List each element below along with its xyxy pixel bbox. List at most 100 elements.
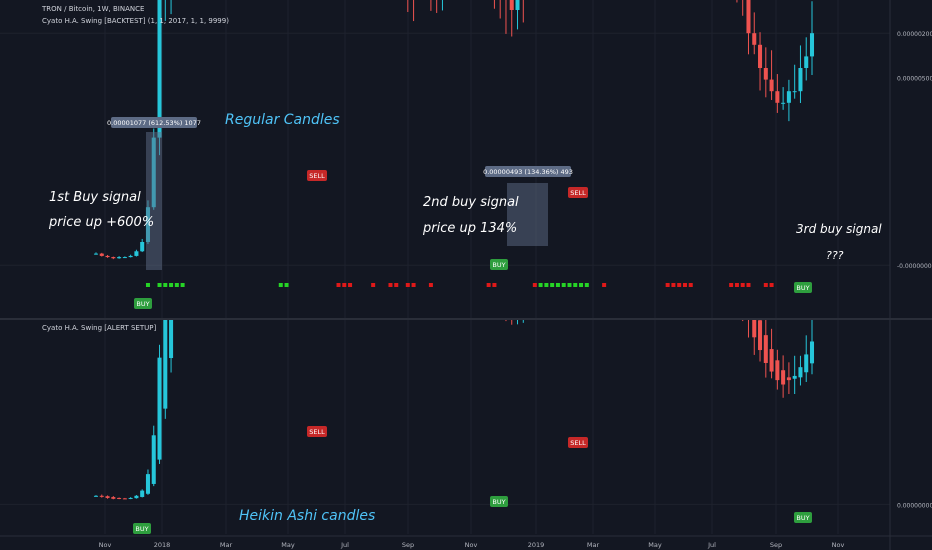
signal-dot-green xyxy=(174,283,179,287)
x-tick-label: Mar xyxy=(220,541,233,549)
candle xyxy=(758,44,763,68)
y-tick-label: -0.00000000 xyxy=(897,263,932,270)
candle xyxy=(809,33,815,57)
sell-badge-bg xyxy=(568,437,588,448)
signal-dot-green xyxy=(579,283,584,287)
sell-badge-bg xyxy=(307,426,327,437)
buy-badge-bg xyxy=(134,298,152,309)
signal-dot-green xyxy=(544,283,549,287)
ha-candle xyxy=(122,498,127,500)
buy-badge-bg xyxy=(490,496,508,507)
signal-dot-red xyxy=(740,283,745,287)
buy-badge: BUY xyxy=(136,300,149,308)
ha-candle xyxy=(798,367,803,378)
annotation-regular: Regular Candles xyxy=(225,112,340,128)
signal-dot-red xyxy=(671,283,676,287)
candle xyxy=(804,56,809,68)
signal-dot-red xyxy=(486,283,491,287)
ha-candle xyxy=(804,354,809,373)
annotation-third-buy: 3rd buy signal xyxy=(796,222,882,236)
signal-dot-red xyxy=(342,283,347,287)
indicator-title-top: Cyato H.A. Swing [BACKTEST] (1, 1, 2017,… xyxy=(42,17,229,25)
candle xyxy=(781,102,786,104)
x-tick-label: 2019 xyxy=(528,541,545,549)
candle xyxy=(752,33,757,45)
range-label-2: 0.00000493 (134.36%) 493 xyxy=(483,168,573,176)
ha-candle xyxy=(809,341,815,364)
candle xyxy=(140,242,145,252)
indicator-title-bottom: Cyato H.A. Swing [ALERT SETUP] xyxy=(42,324,157,332)
range-box-1 xyxy=(146,132,162,270)
ha-candle xyxy=(105,496,110,498)
regular-candles-pane[interactable]: 0.00001077 (612.53%) 1077 0.00000493 (134… xyxy=(0,0,890,318)
signal-dot-red xyxy=(428,283,433,287)
signal-dot-red xyxy=(371,283,376,287)
x-tick-label: Jul xyxy=(707,541,716,549)
signal-dot-red xyxy=(411,283,416,287)
signal-dot-red xyxy=(769,283,774,287)
candle xyxy=(111,257,116,259)
sell-badge: SELL xyxy=(570,189,586,197)
signal-dot-green xyxy=(573,283,578,287)
annotation-second-buy-gain: price up 134% xyxy=(422,221,517,236)
range-label-1-bg xyxy=(111,117,197,128)
signal-dot-green xyxy=(284,283,289,287)
ha-candle xyxy=(769,349,774,372)
sell-badge: SELL xyxy=(309,428,325,436)
signal-dot-red xyxy=(734,283,739,287)
signal-dot-red xyxy=(665,283,670,287)
ha-candle xyxy=(140,490,145,497)
candle xyxy=(509,0,514,11)
annotation-third-buy-q: ??? xyxy=(826,249,844,262)
signal-dot-green xyxy=(157,283,162,287)
buy-badge: BUY xyxy=(492,261,505,269)
y-tick-label: 0.00000000 xyxy=(897,502,932,509)
buy-badge: BUY xyxy=(135,525,148,533)
y-tick-label: 0.00000200 xyxy=(897,31,932,38)
signal-dot-green xyxy=(169,283,174,287)
symbol-title: TRON / Bitcoin, 1W, BINANCE xyxy=(42,5,145,13)
candle xyxy=(134,251,139,256)
signal-dot-red xyxy=(763,283,768,287)
buy-badge-bg xyxy=(133,523,151,534)
signal-dot-red xyxy=(677,283,682,287)
annotation-first-buy-gain: price up +600% xyxy=(48,215,154,230)
range-box-2 xyxy=(507,183,548,246)
ha-candle xyxy=(163,307,168,409)
ha-candle xyxy=(117,497,122,499)
ha-candle xyxy=(111,497,116,499)
candle xyxy=(786,91,791,103)
candle xyxy=(769,79,774,92)
ha-candle xyxy=(128,497,133,499)
x-tick-label: May xyxy=(281,541,295,549)
signal-dot-red xyxy=(348,283,353,287)
signal-dot-red xyxy=(746,283,751,287)
x-tick-label: Nov xyxy=(465,541,478,549)
ha-candle xyxy=(93,495,99,497)
sell-badge-bg xyxy=(568,187,588,198)
heikin-ashi-pane[interactable]: BUY BUY BUY SELL SELL Heikin Ashi candles Cya… xyxy=(0,0,890,534)
candle xyxy=(93,253,99,255)
ha-candle xyxy=(763,335,768,363)
buy-badge-bg xyxy=(794,282,812,293)
candle xyxy=(763,68,768,80)
signal-dot-green xyxy=(145,283,150,287)
buy-badge-bg xyxy=(794,512,812,523)
heikin-ashi-chart[interactable]: BUY BUY BUY SELL SELL Heikin Ashi candles xyxy=(0,0,890,534)
range-label-1: 0.00001077 (612.53%) 1077 xyxy=(107,119,201,127)
regular-candles-chart[interactable]: 0.00001077 (612.53%) 1077 0.00000493 (134… xyxy=(0,0,890,318)
pane-divider[interactable] xyxy=(0,318,932,320)
x-tick-label: Jul xyxy=(340,541,349,549)
candle xyxy=(105,255,110,258)
buy-badge: BUY xyxy=(492,498,505,506)
ha-candle xyxy=(752,303,757,338)
ha-candle xyxy=(781,370,786,385)
ha-candle xyxy=(151,435,156,484)
x-tick-label: Sep xyxy=(402,541,414,549)
ha-candle xyxy=(786,377,791,381)
signal-dot-green xyxy=(561,283,566,287)
signal-dot-green xyxy=(163,283,168,287)
signal-dot-green xyxy=(567,283,572,287)
ha-candle xyxy=(169,0,174,359)
